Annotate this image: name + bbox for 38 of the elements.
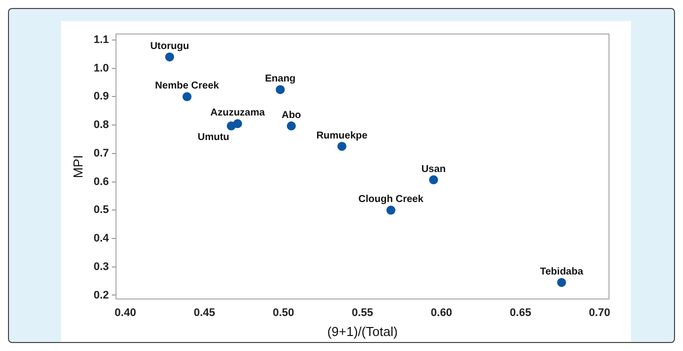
annotation: Nembe Creek	[155, 80, 220, 92]
annotation: Tebidaba	[540, 266, 584, 278]
x-tick-label: 0.45	[194, 306, 216, 319]
y-tick-label: 0.2	[94, 289, 109, 302]
annotation: Azuzuzama	[210, 108, 266, 119]
point	[386, 206, 396, 215]
annotation: Enang	[264, 74, 296, 85]
point	[226, 121, 236, 130]
annotation: Abo	[282, 110, 302, 121]
y-tick-label: 1.1	[94, 34, 109, 46]
y-tick-label: 0.8	[94, 119, 109, 132]
point	[557, 278, 566, 287]
point	[276, 85, 285, 94]
y-tick-label: 0.6	[94, 176, 109, 188]
annotation: Rumuekpe	[316, 130, 368, 142]
point	[429, 175, 438, 184]
point	[286, 121, 296, 130]
y-tick-label: 0.4	[94, 232, 110, 245]
point	[337, 142, 346, 151]
annotation: Utorugu	[150, 40, 190, 52]
x-axis-title: (9+1)/(Total)	[327, 324, 398, 339]
annotation: Umutu	[198, 132, 230, 143]
y-axis-title: MPI	[70, 155, 86, 178]
y-tick-label: 0.3	[94, 260, 109, 273]
x-tick-label: 0.40	[114, 306, 136, 319]
point	[182, 92, 192, 102]
x-tick-label: 0.65	[510, 306, 532, 319]
annotation: Usan	[421, 164, 446, 175]
x-tick-label: 0.50	[272, 306, 294, 319]
y-tick-label: 0.9	[94, 90, 109, 103]
y-tick-label: 0.5	[94, 204, 109, 216]
x-tick-label: 0.55	[352, 306, 374, 319]
x-tick-label: 0.60	[430, 306, 452, 319]
annotation: Clough Creek	[358, 194, 424, 206]
point	[165, 52, 174, 62]
y-tick-label: 0.7	[94, 147, 109, 160]
y-tick-label: 1.0	[94, 62, 109, 74]
x-tick-label: 0.70	[588, 306, 610, 319]
